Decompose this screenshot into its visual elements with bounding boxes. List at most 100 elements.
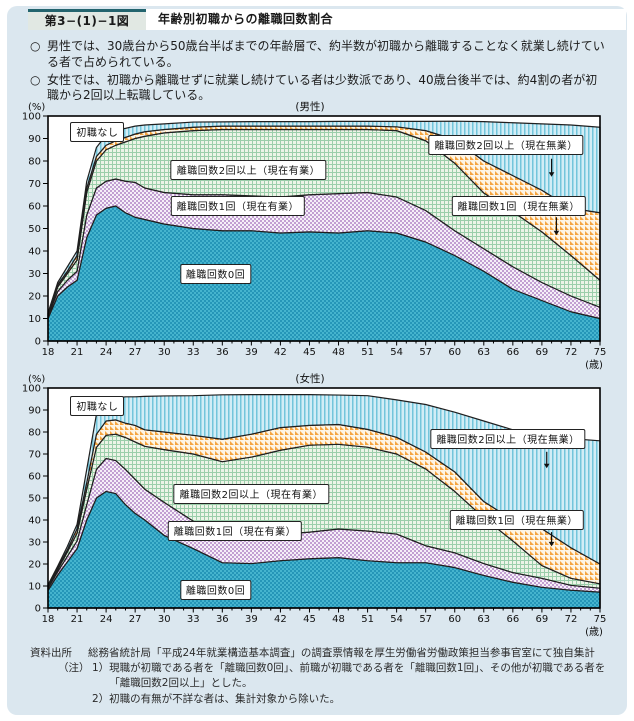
bullet-marker: ○: [30, 72, 41, 87]
summary-bullet: ○ 女性では、初職から離職せずに就業し続けている者は少数派であり、40歳台後半で…: [30, 73, 608, 105]
label-arrowhead: [548, 541, 555, 547]
x-tick-label: 21: [71, 347, 84, 358]
plot-label: 離職回数2回以上（現在有業）: [173, 483, 330, 504]
y-unit-label: (%): [28, 102, 45, 113]
y-tick-label: 20: [28, 292, 41, 303]
x-tick-label: 30: [158, 614, 171, 625]
plot-label: 初職なし: [70, 121, 125, 142]
y-tick-label: 60: [28, 202, 41, 213]
x-unit-label: (歳): [585, 626, 603, 638]
y-tick-label: 0: [35, 604, 41, 615]
notes-list: 1）現職が初職である者を「離職回数0回」、前職が初職である者を「離職回数1回」、…: [92, 661, 610, 707]
plot-label: 離職回数2回以上（現在無業）: [428, 135, 584, 156]
label-arrowhead: [548, 172, 555, 177]
plot-label: 離職回数1回（現在有業）: [167, 521, 303, 541]
chart-title: (男性): [295, 100, 324, 113]
y-unit-label: (%): [28, 374, 45, 385]
y-tick-label: 80: [28, 428, 41, 439]
x-tick-label: 45: [303, 614, 316, 625]
label-arrowhead: [553, 230, 560, 236]
note-item: 2）初職の有無が不詳な者は、集計対象から除いた。: [92, 692, 341, 705]
x-tick-label: 54: [390, 614, 403, 625]
plot-label: 離職回数1回（現在有業）: [170, 196, 305, 216]
notes-label: （注）: [58, 662, 90, 675]
plot-label: 離職回数1回（現在無業）: [451, 196, 586, 216]
chart-title: (女性): [295, 372, 324, 385]
plot-label: 離職回数0回: [179, 580, 252, 601]
x-tick-label: 18: [42, 347, 55, 358]
y-tick-label: 0: [35, 337, 41, 348]
source-text: 総務省統計局「平成24年就業構造基本調査」の調査票情報を厚生労働省労働政策担当参…: [88, 647, 595, 659]
x-tick-label: 48: [332, 614, 345, 625]
notes-row: （注） 1）現職が初職である者を「離職回数0回」、前職が初職である者を「離職回数…: [30, 661, 610, 707]
plot-label: 初職なし: [70, 395, 125, 416]
y-tick-label: 90: [28, 406, 41, 417]
y-tick-label: 30: [28, 269, 41, 280]
figure-title: 年齢別初職からの離職回数割合: [146, 9, 626, 30]
x-tick-label: 72: [565, 614, 578, 625]
x-tick-label: 45: [303, 347, 316, 358]
x-tick-label: 24: [100, 614, 113, 625]
x-tick-label: 60: [448, 347, 461, 358]
x-tick-label: 75: [594, 614, 607, 625]
x-tick-label: 48: [332, 347, 345, 358]
y-tick-label: 50: [28, 494, 41, 505]
x-tick-label: 63: [477, 347, 490, 358]
x-tick-label: 21: [71, 614, 84, 625]
footer: 資料出所 総務省統計局「平成24年就業構造基本調査」の調査票情報を厚生労働省労働…: [30, 646, 610, 707]
source-label: 資料出所: [30, 647, 72, 659]
x-tick-label: 51: [361, 614, 374, 625]
bullet-text: 女性では、初職から離職せずに就業し続けている者は少数派であり、40歳台後半では、…: [47, 72, 598, 103]
summary-bullets: ○ 男性では、30歳台から50歳台半ばまでの年齢層で、約半数が初職から離職するこ…: [30, 39, 608, 106]
y-tick-label: 60: [28, 472, 41, 483]
y-tick-label: 90: [28, 134, 41, 145]
x-tick-label: 27: [129, 614, 142, 625]
y-tick-label: 10: [28, 582, 41, 593]
x-tick-label: 33: [187, 347, 200, 358]
x-tick-label: 39: [245, 347, 258, 358]
x-tick-label: 39: [245, 614, 258, 625]
plot-label: 離職回数0回: [179, 263, 252, 284]
y-tick-label: 70: [28, 450, 41, 461]
y-tick-label: 70: [28, 179, 41, 190]
x-tick-label: 36: [216, 347, 229, 358]
chart-1: 0 10 20 30 40 50 60 70 80 90 100 18 21 24 27 30 33 36 39 42…: [22, 372, 606, 638]
x-tick-label: 33: [187, 614, 200, 625]
x-tick-label: 24: [100, 347, 113, 358]
plot-label: 離職回数2回以上（現在有業）: [170, 160, 327, 180]
x-tick-label: 75: [594, 347, 607, 358]
x-tick-label: 36: [216, 614, 229, 625]
x-tick-label: 63: [477, 614, 490, 625]
x-tick-label: 42: [274, 614, 287, 625]
x-tick-label: 69: [536, 347, 549, 358]
bullet-text: 男性では、30歳台から50歳台半ばまでの年齢層で、約半数が初職から離職することな…: [47, 39, 605, 69]
y-tick-label: 80: [28, 157, 41, 168]
y-tick-label: 20: [28, 560, 41, 571]
bullet-marker: ○: [30, 39, 41, 53]
y-tick-label: 10: [28, 314, 41, 325]
y-tick-label: 40: [28, 247, 41, 258]
y-tick-label: 30: [28, 538, 41, 549]
x-tick-label: 51: [361, 347, 374, 358]
y-tick-label: 100: [22, 112, 41, 123]
x-tick-label: 60: [448, 614, 461, 625]
plot-label: 離職回数2回以上（現在無業）: [430, 428, 586, 449]
y-tick-label: 100: [22, 384, 41, 395]
x-unit-label: (歳): [585, 359, 603, 371]
plot-label: 離職回数1回（現在無業）: [449, 510, 584, 530]
figure-number-chip: 第3−(1)−1図: [28, 9, 146, 30]
note-item: 1）現職が初職である者を「離職回数0回」、前職が初職である者を「離職回数1回」、…: [92, 662, 606, 690]
label-arrowhead: [543, 463, 550, 469]
x-tick-label: 69: [536, 614, 549, 625]
x-tick-label: 57: [419, 614, 432, 625]
y-tick-label: 50: [28, 224, 41, 235]
x-tick-label: 42: [274, 347, 287, 358]
x-tick-label: 66: [506, 614, 519, 625]
x-tick-label: 72: [565, 347, 578, 358]
summary-bullet: ○ 男性では、30歳台から50歳台半ばまでの年齢層で、約半数が初職から離職するこ…: [30, 39, 608, 71]
x-tick-label: 27: [129, 347, 142, 358]
x-tick-label: 57: [419, 347, 432, 358]
source-row: 資料出所 総務省統計局「平成24年就業構造基本調査」の調査票情報を厚生労働省労働…: [30, 646, 610, 661]
x-tick-label: 66: [506, 347, 519, 358]
